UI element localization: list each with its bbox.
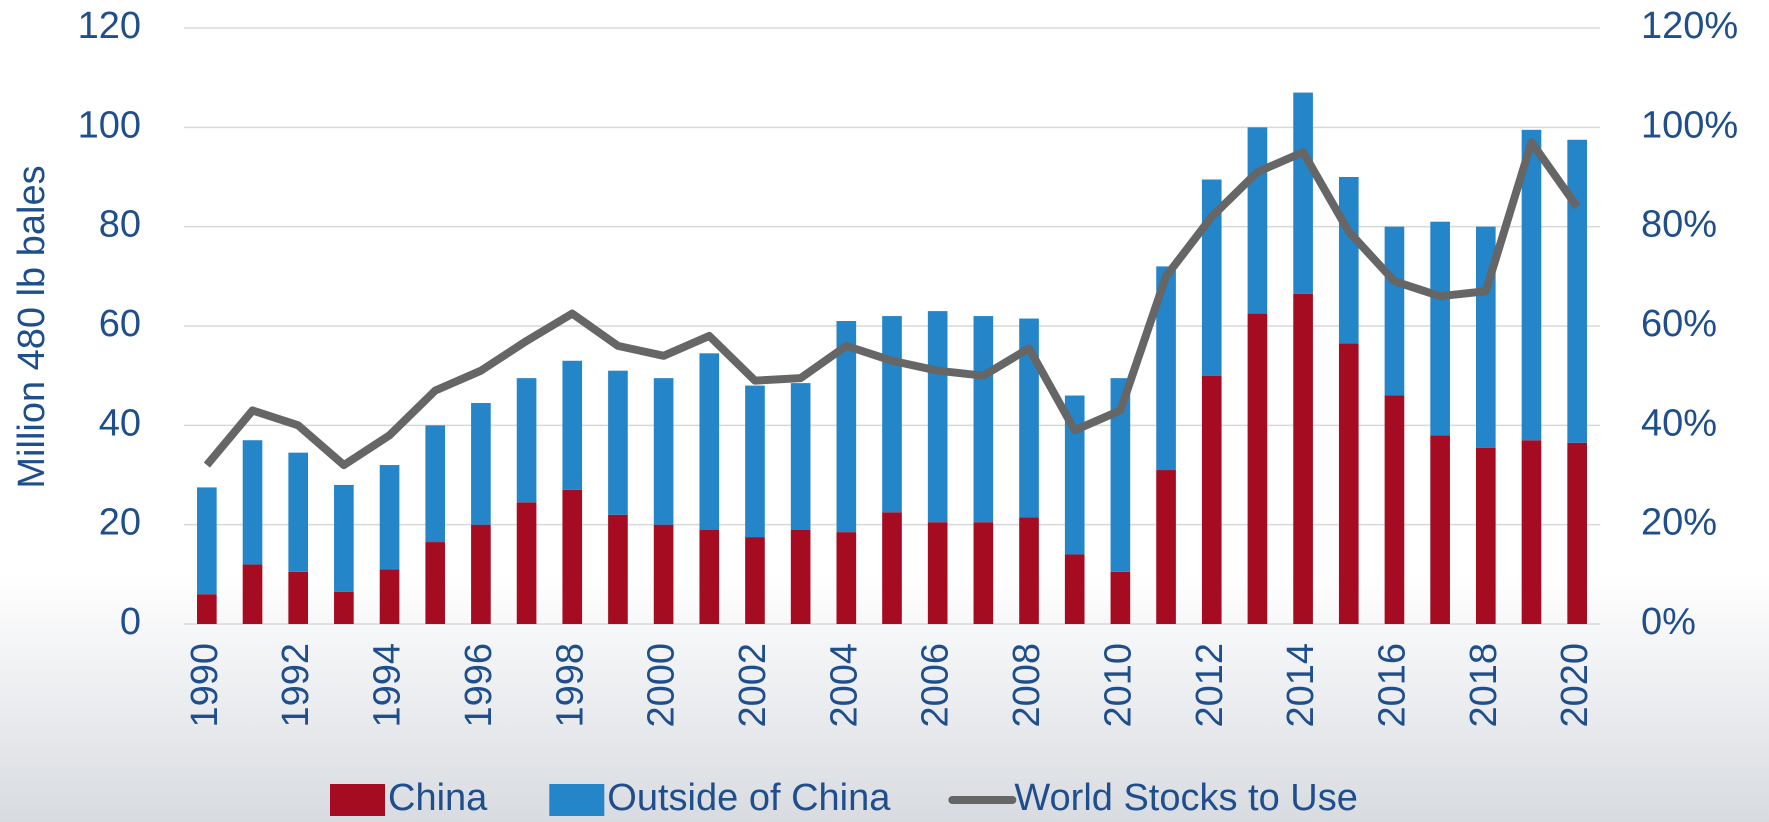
bar-segment — [836, 532, 857, 624]
y2-tick-label: 40% — [1641, 402, 1717, 444]
x-tick-label: 2010 — [1097, 643, 1139, 728]
x-tick-label: 2016 — [1371, 643, 1413, 728]
bar-segment — [973, 522, 994, 624]
bar-segment — [1475, 447, 1496, 624]
bar-segment — [927, 522, 948, 624]
y2-tick-label: 100% — [1641, 104, 1738, 146]
y-tick-label: 0 — [120, 601, 141, 643]
bar-segment — [790, 383, 811, 530]
y-tick-label: 40 — [99, 402, 141, 444]
x-tick-label: 1992 — [275, 643, 317, 728]
bar-segment — [425, 542, 446, 624]
bar-segment — [1110, 571, 1131, 624]
bar-segment — [745, 385, 765, 538]
x-tick-label: 1994 — [367, 643, 409, 728]
x-tick-label: 1996 — [458, 643, 500, 728]
legend-label: World Stocks to Use — [1014, 777, 1358, 819]
x-tick-label: 1990 — [184, 643, 226, 728]
bar-segment — [471, 524, 491, 624]
x-tick-label: 2014 — [1280, 643, 1322, 728]
bar-segment — [562, 360, 583, 490]
bar-segment — [1293, 92, 1313, 294]
y-tick-label: 120 — [78, 5, 141, 47]
bar-segment — [1430, 221, 1450, 436]
y-tick-label: 60 — [99, 303, 141, 345]
bar-segment — [288, 571, 309, 624]
bar-segment — [242, 440, 263, 565]
x-tick-label: 1998 — [549, 643, 591, 728]
y2-tick-label: 60% — [1641, 303, 1717, 345]
y2-tick-label: 80% — [1641, 204, 1717, 246]
bar-segment — [562, 489, 583, 624]
legend-label: China — [388, 777, 488, 819]
bar-segment — [379, 569, 400, 624]
bar-segment — [334, 591, 354, 624]
bar-segment — [699, 529, 720, 624]
bar-segment — [197, 487, 217, 595]
bar-segment — [1019, 318, 1039, 518]
x-tick-label: 2004 — [823, 643, 865, 728]
bar-segment — [1521, 440, 1542, 624]
x-tick-label: 2020 — [1554, 643, 1596, 728]
bar-segment — [1247, 127, 1268, 314]
line-series — [203, 138, 1581, 470]
bar-segment — [608, 370, 628, 515]
bar-segment — [699, 353, 720, 530]
bar-segment — [1384, 395, 1405, 624]
bar-segment — [882, 512, 902, 624]
bar-segment — [1567, 139, 1587, 443]
bar-segment — [1201, 375, 1222, 624]
bar-segment — [1521, 129, 1542, 441]
bar-segment — [197, 594, 217, 624]
bar-segment — [1338, 177, 1359, 344]
x-tick-label: 2002 — [732, 643, 774, 728]
legend-swatch — [330, 784, 385, 816]
bar-segment — [242, 564, 263, 624]
bar-segment — [608, 514, 628, 624]
bar-segment — [516, 378, 537, 503]
bar-segment — [1247, 313, 1268, 624]
bar-segment — [1156, 470, 1176, 624]
bar-segment — [1293, 293, 1313, 624]
bar-segment — [1064, 554, 1085, 624]
legend-label: Outside of China — [607, 777, 891, 819]
y2-tick-label: 20% — [1641, 502, 1717, 544]
bar-segment — [334, 484, 354, 592]
y-tick-label: 100 — [78, 104, 141, 146]
bar-segment — [1430, 435, 1450, 624]
y2-tick-label: 120% — [1641, 5, 1738, 47]
x-tick-label: 2000 — [641, 643, 683, 728]
bar-segment — [425, 425, 446, 543]
bar-segment — [836, 321, 857, 533]
x-tick-label: 2006 — [915, 643, 957, 728]
bar-segment — [1567, 442, 1587, 624]
x-tick-label: 2008 — [1006, 643, 1048, 728]
legend-swatch — [549, 784, 605, 816]
bar-segment — [1110, 378, 1131, 572]
bar-segment — [288, 452, 309, 572]
bar-segment — [379, 465, 400, 570]
bar-segment — [653, 378, 674, 525]
bar-segment — [516, 502, 537, 624]
bar-segment — [745, 537, 765, 624]
y-axis-label: Million 480 lb bales — [11, 165, 53, 488]
y2-tick-label: 0% — [1641, 601, 1696, 643]
bar-segment — [1019, 517, 1039, 624]
bar-segment — [1338, 343, 1359, 624]
bar-segment — [790, 529, 811, 624]
x-tick-label: 2018 — [1463, 643, 1505, 728]
y-tick-label: 80 — [99, 204, 141, 246]
bar-segment — [927, 311, 948, 523]
bar-segment — [882, 316, 902, 513]
bar-segment — [653, 524, 674, 624]
x-tick-label: 2012 — [1189, 643, 1231, 728]
bar-segment — [471, 402, 491, 525]
bar-segment — [1384, 226, 1405, 396]
bar-segment — [1064, 395, 1085, 555]
bar-segment — [973, 316, 994, 523]
y-tick-label: 20 — [99, 502, 141, 544]
bar-segment — [1156, 266, 1176, 471]
